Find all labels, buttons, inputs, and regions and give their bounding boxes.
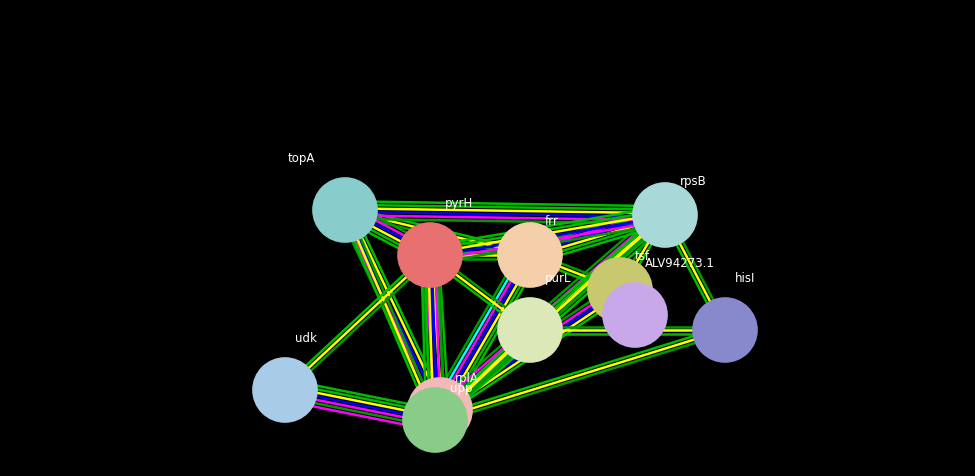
Circle shape [498,223,562,287]
Circle shape [253,358,317,422]
Circle shape [408,378,472,442]
Text: topA: topA [288,152,315,165]
Circle shape [693,298,757,362]
Circle shape [313,178,377,242]
Text: udk: udk [295,332,317,345]
Text: upp: upp [450,382,473,395]
Circle shape [398,223,462,287]
Text: hisI: hisI [735,272,756,285]
Circle shape [588,258,652,322]
Text: purL: purL [545,272,571,285]
Circle shape [633,183,697,247]
Text: tsf: tsf [635,250,650,263]
Text: ALV94273.1: ALV94273.1 [645,257,715,270]
Text: frr: frr [545,215,559,228]
Circle shape [403,388,467,452]
Text: pyrH: pyrH [445,197,473,210]
Text: rpsB: rpsB [680,175,707,188]
Circle shape [498,298,562,362]
Text: rplA: rplA [455,372,479,385]
Circle shape [603,283,667,347]
